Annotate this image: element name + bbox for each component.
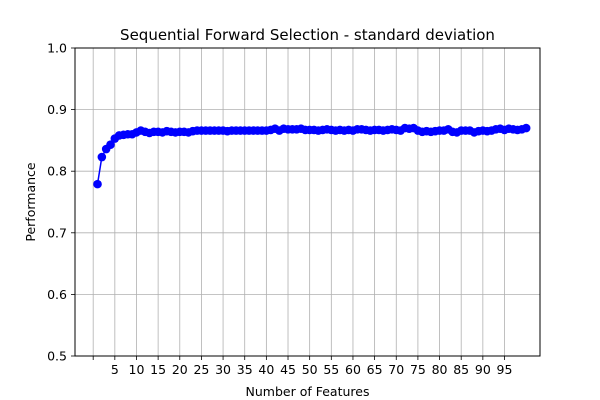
x-tick-label: 45 (280, 362, 296, 377)
y-tick-label: 0.5 (47, 349, 67, 364)
x-tick-label: 40 (258, 362, 274, 377)
data-point (93, 179, 102, 189)
data-point (97, 152, 107, 162)
x-tick-label: 65 (367, 362, 383, 377)
x-tick-label: 25 (193, 362, 209, 377)
y-axis-label: Performance (23, 162, 38, 242)
x-tick-label: 5 (111, 362, 119, 377)
x-tick-label: 10 (129, 362, 145, 377)
x-tick-label: 90 (475, 362, 491, 377)
y-tick-label: 1.0 (47, 41, 67, 56)
x-tick-label: 30 (215, 362, 231, 377)
x-tick-label: 20 (172, 362, 188, 377)
y-tick-label: 0.9 (47, 102, 67, 117)
x-tick-label: 50 (302, 362, 318, 377)
x-tick-label: 35 (237, 362, 253, 377)
grid (75, 47, 540, 357)
y-tick-label: 0.7 (47, 225, 67, 240)
x-tick-label: 85 (453, 362, 469, 377)
chart-title: Sequential Forward Selection - standard … (120, 26, 495, 44)
y-tick-label: 0.6 (47, 287, 67, 302)
plot-frame (74, 47, 541, 357)
x-tick-label: 55 (323, 362, 339, 377)
x-tick-label: 75 (410, 362, 426, 377)
x-tick-label: 95 (497, 362, 513, 377)
x-tick-label: 80 (432, 362, 448, 377)
x-tick-label: 70 (388, 362, 404, 377)
y-axis-ticks: 0.5 0.6 0.7 0.8 0.9 1.0 (47, 41, 75, 364)
x-axis-label: Number of Features (246, 384, 370, 399)
x-tick-label: 60 (345, 362, 361, 377)
data-point (106, 140, 115, 150)
data-point (521, 123, 531, 133)
x-tick-label: 15 (150, 362, 166, 377)
x-axis-ticks: 5 10 15 20 25 30 35 40 45 50 55 60 65 70 75 80 85 90 95 (92, 356, 513, 377)
series-1 (93, 123, 531, 189)
y-tick-label: 0.8 (47, 164, 67, 179)
